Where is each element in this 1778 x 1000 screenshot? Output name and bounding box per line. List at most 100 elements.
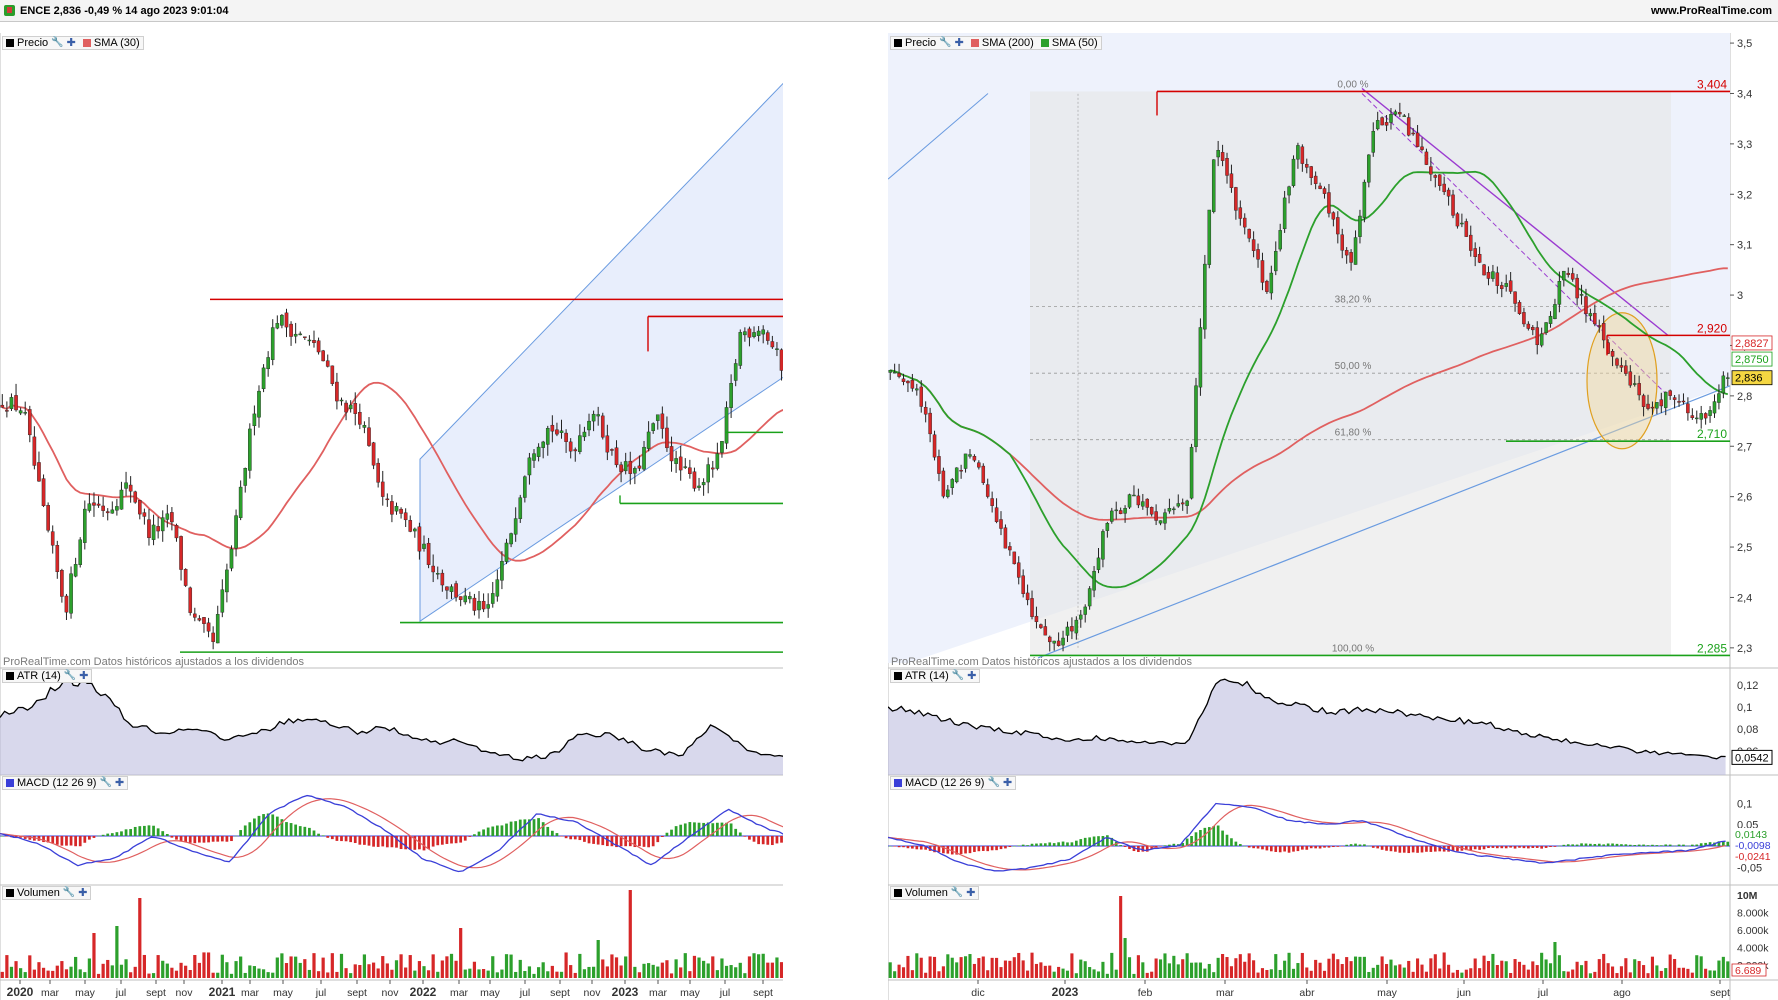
- macd-histogram-bar: [973, 846, 976, 852]
- wrench-icon[interactable]: 🔧: [51, 37, 64, 48]
- volume-bar: [1101, 961, 1105, 978]
- macd-histogram-bar: [385, 836, 389, 848]
- macd-histogram-bar: [55, 836, 59, 845]
- volume-bar: [404, 967, 408, 978]
- macd-histogram-bar: [1438, 846, 1442, 852]
- site-name[interactable]: www.ProRealTime.com: [1650, 5, 1772, 17]
- candle-body: [128, 484, 133, 492]
- add-indicator-icon[interactable]: ✚: [967, 670, 977, 682]
- right-price-legend[interactable]: Precio 🔧 ✚ SMA (200) SMA (50): [890, 36, 1102, 50]
- add-indicator-icon[interactable]: ✚: [1002, 777, 1013, 789]
- candle-body: [1619, 365, 1624, 368]
- volume-bar: [1278, 969, 1282, 978]
- macd-histogram-bar: [1518, 846, 1521, 848]
- left-chart-svg[interactable]: 3,5063,4042,7102,2851,5721,39554,543,532…: [0, 0, 783, 1000]
- right-volume-legend[interactable]: Volumen 🔧 ✚: [890, 886, 980, 900]
- macd-histogram-bar: [950, 846, 954, 855]
- candle-body: [1203, 263, 1207, 330]
- volume-bar: [1185, 953, 1189, 978]
- macd-histogram-bar: [193, 836, 197, 844]
- wrench-icon[interactable]: 🔧: [951, 670, 965, 681]
- macd-histogram-bar: [610, 836, 614, 847]
- volume-bar: [1203, 968, 1207, 978]
- volume-bar: [1562, 971, 1566, 978]
- candle-body: [321, 350, 325, 362]
- volume-bar: [1336, 959, 1340, 978]
- atr-legend-label: ATR (14): [17, 670, 61, 682]
- candle-body: [1331, 212, 1336, 220]
- wrench-icon[interactable]: 🔧: [987, 777, 1000, 788]
- wrench-icon[interactable]: 🔧: [63, 670, 77, 681]
- candle-body: [1305, 164, 1309, 168]
- add-indicator-icon[interactable]: ✚: [966, 887, 976, 899]
- candle-body: [307, 339, 312, 342]
- candle-body: [1358, 215, 1362, 237]
- volume-bar: [569, 965, 573, 978]
- macd-histogram-bar: [1691, 844, 1694, 846]
- macd-histogram-bar: [1026, 845, 1029, 846]
- volume-bar: [1154, 958, 1158, 978]
- macd-histogram-bar: [1416, 846, 1419, 853]
- add-indicator-icon[interactable]: ✚: [79, 670, 89, 682]
- volume-bar: [119, 964, 124, 978]
- macd-histogram-bar: [1039, 843, 1043, 846]
- volume-bar: [486, 970, 490, 978]
- volume-bar: [1455, 969, 1460, 978]
- macd-histogram-bar: [1637, 844, 1641, 846]
- macd-histogram-bar: [440, 836, 444, 845]
- right-macd-legend[interactable]: MACD (12 26 9) 🔧 ✚: [890, 776, 1017, 790]
- add-indicator-icon[interactable]: ✚: [66, 37, 76, 49]
- macd-histogram-bar: [436, 836, 440, 846]
- left-macd-legend[interactable]: MACD (12 26 9) 🔧 ✚: [2, 776, 129, 790]
- macd-histogram-bar: [743, 836, 747, 837]
- left-volume-legend[interactable]: Volumen 🔧 ✚: [2, 886, 92, 900]
- volume-bar: [289, 956, 293, 978]
- volume-bar: [1021, 960, 1025, 978]
- volume-bar: [1371, 967, 1375, 978]
- volume-swatch-icon: [6, 889, 14, 897]
- wrench-icon[interactable]: 🔧: [62, 887, 76, 898]
- macd-histogram-bar: [770, 836, 774, 846]
- wrench-icon[interactable]: 🔧: [99, 777, 112, 788]
- macd-histogram-bar: [78, 836, 82, 847]
- candle-body: [928, 412, 932, 435]
- wrench-icon[interactable]: 🔧: [939, 37, 952, 48]
- candle-body: [1021, 575, 1025, 594]
- volume-bar: [990, 957, 994, 978]
- candle-body: [248, 428, 252, 471]
- volume-bar: [1619, 966, 1623, 978]
- candle-body: [1451, 194, 1455, 216]
- price-tick-label: 3,4: [1737, 88, 1752, 100]
- left-atr-legend[interactable]: ATR (14) 🔧 ✚: [2, 669, 93, 683]
- macd-histogram-bar: [1540, 846, 1543, 849]
- candle-body: [1087, 588, 1092, 607]
- x-tick-label: may: [75, 987, 96, 999]
- add-indicator-icon[interactable]: ✚: [78, 887, 88, 899]
- macd-histogram-bar: [216, 836, 220, 842]
- volume-bar: [5, 955, 9, 978]
- left-price-legend[interactable]: Precio 🔧 ✚ SMA (30): [2, 36, 144, 50]
- macd-histogram-bar: [1030, 843, 1034, 846]
- volume-bar: [69, 966, 73, 978]
- candle-body: [477, 600, 481, 611]
- right-atr-legend[interactable]: ATR (14) 🔧 ✚: [890, 669, 981, 683]
- wrench-icon[interactable]: 🔧: [950, 887, 964, 898]
- volume-bar: [715, 970, 719, 978]
- add-indicator-icon[interactable]: ✚: [954, 37, 964, 49]
- macd-histogram-bar: [1655, 845, 1659, 846]
- volume-bar: [1287, 952, 1291, 978]
- add-indicator-icon[interactable]: ✚: [114, 777, 125, 789]
- volume-bar: [394, 960, 399, 978]
- macd-histogram-bar: [1079, 839, 1083, 846]
- macd-tag-box: [1732, 828, 1772, 839]
- candle-body: [1655, 402, 1659, 409]
- macd-histogram-bar: [303, 826, 307, 836]
- right-chart-svg[interactable]: 0,00 % 38,20 % 50,00 % 61,80 % 100,00 % 3,404…: [888, 0, 1778, 1000]
- candle-body: [490, 593, 495, 604]
- volume-bar: [1593, 971, 1597, 978]
- volume-bar: [353, 964, 357, 978]
- candle-body: [1074, 619, 1079, 634]
- macd-histogram-bar: [560, 836, 563, 837]
- candle-body: [257, 390, 261, 418]
- candle-body: [1083, 606, 1087, 615]
